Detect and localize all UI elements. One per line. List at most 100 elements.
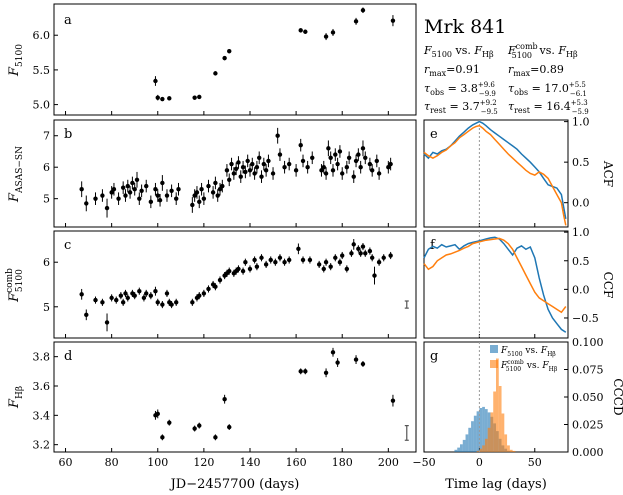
panel-b-data-point xyxy=(137,196,142,201)
panel-d-ytick-label: 3.6 xyxy=(33,380,51,393)
panel-d-ytick-label: 3.8 xyxy=(33,351,51,364)
panel-b-data-point xyxy=(215,193,220,198)
panel-g-ytick-label: 0.025 xyxy=(572,419,604,432)
panel-f-series-line xyxy=(423,236,567,333)
panel-b-data-point xyxy=(127,190,133,195)
panel-b-data-point xyxy=(323,171,329,176)
panel-c-data-point xyxy=(79,292,84,297)
panel-g-ytick-label: 0.100 xyxy=(572,336,604,349)
panel-a-data-point xyxy=(197,94,202,100)
right-xlabel: Time lag (days) xyxy=(445,477,547,492)
panel-c-data-point xyxy=(259,255,264,260)
panel-c-data-point xyxy=(141,295,147,301)
panel-a: a 5.0 5.5 6.0 xyxy=(33,3,417,116)
panel-b-data-point xyxy=(155,193,160,198)
panel-c-data-point xyxy=(123,291,128,296)
panel-g-histogram-bar xyxy=(482,445,485,452)
panel-b-data-point xyxy=(275,133,280,138)
panel-d-data-point xyxy=(330,350,336,355)
panel-c-data-point xyxy=(369,255,375,260)
panel-g-histogram-bar xyxy=(454,449,458,452)
panel-b-data-point xyxy=(305,165,310,170)
panel-a-ytick-label: 5.5 xyxy=(33,64,51,77)
panel-g-histogram-bar xyxy=(498,386,502,452)
panel-b-data-point xyxy=(93,196,98,201)
panel-d-xtick-label: 200 xyxy=(378,456,399,469)
panel-a-ytick-label: 6.0 xyxy=(33,29,51,42)
panel-b-data-point xyxy=(192,193,197,198)
left-xlabel: JD−2457700 (days) xyxy=(169,477,300,492)
panel-c-data-point xyxy=(104,320,110,325)
panel-c-frame xyxy=(53,230,417,339)
panel-d-data-point xyxy=(303,369,308,374)
panel-b-data-point xyxy=(104,205,110,211)
panel-g: g 0.000 0.025 0.050 0.075 0.100 −50 0 50 F5100 v… xyxy=(412,336,603,469)
panel-b-data-point xyxy=(153,187,158,192)
panel-d-xtick-label: 120 xyxy=(193,456,214,469)
panel-g-xtick-label: 50 xyxy=(528,456,542,469)
panel-b-data-point xyxy=(282,165,287,170)
panel-c-data-point xyxy=(273,260,278,265)
panel-b-data-point xyxy=(247,168,253,173)
panel-d-ylabel: FHβ xyxy=(7,386,25,409)
panel-d-data-point xyxy=(360,361,366,367)
panel-d-data-point xyxy=(227,424,232,430)
panel-c-data-point xyxy=(213,284,218,289)
panel-b-data-point xyxy=(319,168,324,173)
panel-a-data-point xyxy=(153,78,158,84)
panel-d-xtick-label: 100 xyxy=(147,456,168,469)
panel-c-data-point xyxy=(286,257,292,263)
panel-c-data-point xyxy=(300,257,306,263)
panel-c-data-point xyxy=(268,257,273,263)
panel-c-data-point xyxy=(321,266,326,272)
panel-c-data-point xyxy=(137,288,142,294)
panel-b-data-point xyxy=(340,171,345,176)
panel-b-data-point xyxy=(353,158,359,164)
panel-a-data-point xyxy=(323,34,329,39)
panel-f: f −0.5 0.0 0.5 1.0 xyxy=(423,226,599,339)
panel-c-data-point xyxy=(236,266,241,272)
stats-col2-tau-obs: τobs = 17.0+5.5 −6.1 xyxy=(508,81,587,98)
panel-c-data-point xyxy=(252,257,257,263)
panel-b-data-point xyxy=(164,193,170,198)
panel-c-data-point xyxy=(120,300,126,305)
panel-g-histogram-bar xyxy=(484,438,488,452)
panel-b-data-point xyxy=(374,158,380,164)
panel-g-legend-swatch xyxy=(490,360,498,368)
panel-c-label: c xyxy=(64,238,71,253)
panel-c-ytick-label: 5 xyxy=(43,301,50,314)
panel-c-data-point xyxy=(217,277,223,283)
panel-c-data-point xyxy=(100,300,105,305)
panel-b-data-point xyxy=(358,165,363,170)
panel-b-data-point xyxy=(79,187,84,192)
panel-e-plot: 0.0 0.5 1.0 xyxy=(423,116,590,227)
panel-e-ylabel: ACF xyxy=(601,160,615,187)
panel-c-data-point xyxy=(144,291,149,296)
panel-b-data-point xyxy=(333,152,338,157)
panel-b-data-point xyxy=(148,199,154,205)
panel-b-data-point xyxy=(111,187,117,192)
panel-b-data-point xyxy=(293,168,299,173)
panel-c-data-point xyxy=(363,251,368,256)
panel-a-data-point xyxy=(390,18,396,23)
panel-b-data-point xyxy=(201,196,207,201)
panel-a-data-point xyxy=(213,71,218,76)
panel-f-label: f xyxy=(430,238,436,253)
panel-b-data-point xyxy=(330,168,336,173)
panel-b-data-point xyxy=(261,161,267,167)
panel-b-data-point xyxy=(298,142,303,148)
panel-b-data-point xyxy=(252,171,257,176)
panel-c-data-point xyxy=(160,302,165,307)
panel-g-xtick-label: 0 xyxy=(476,456,483,469)
panel-c-data-point xyxy=(153,288,158,294)
panel-c-ytick-label: 6 xyxy=(43,256,50,269)
stats-col2-header: Fcomb 5100 vs. FHβ xyxy=(507,42,578,60)
panel-a-data-point xyxy=(222,55,227,61)
panel-b-data-point xyxy=(321,165,326,170)
panel-c-data-point xyxy=(254,264,260,269)
panel-g-ytick-label: 0.075 xyxy=(572,364,604,377)
panel-c-data-point xyxy=(344,266,350,272)
panel-c-data-point xyxy=(243,260,248,265)
panel-a-data-point xyxy=(227,48,232,54)
